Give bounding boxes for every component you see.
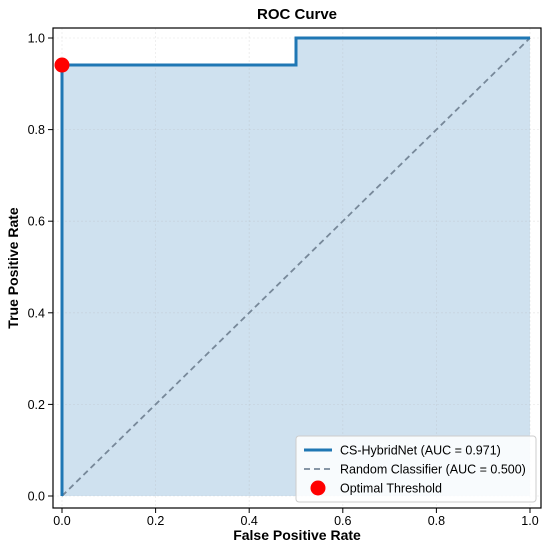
- legend: CS-HybridNet (AUC = 0.971) Random Classif…: [295, 435, 537, 503]
- x-tick-label: 0.2: [147, 514, 164, 528]
- legend-box: [295, 435, 537, 503]
- x-tick-label: 1.0: [521, 514, 538, 528]
- legend-optimal-swatch: [310, 480, 326, 496]
- legend-optimal-label: Optimal Threshold: [340, 482, 442, 496]
- y-tick-label: 0.4: [28, 306, 45, 320]
- legend-roc-label: CS-HybridNet (AUC = 0.971): [340, 444, 501, 458]
- y-tick-label: 0.6: [28, 215, 45, 229]
- x-axis-label: False Positive Rate: [233, 527, 361, 543]
- optimal-threshold-point: [54, 57, 70, 73]
- y-tick-label: 0.2: [28, 398, 45, 412]
- plot-frame: [52, 27, 542, 509]
- legend-random-label: Random Classifier (AUC = 0.500): [340, 463, 526, 477]
- random-classifier-line: [61, 37, 531, 497]
- y-axis-label: True Positive Rate: [5, 207, 21, 329]
- x-tick-label: 0.8: [428, 514, 445, 528]
- y-tick-label: 0.0: [28, 490, 45, 504]
- y-tick-label: 1.0: [28, 32, 45, 46]
- plot-area: 0.0 0.2 0.4 0.6 0.8 1.0 0.0 0.2 0.4 0.6 0.8 1.0: [28, 27, 542, 528]
- x-tick-label: 0.0: [53, 514, 70, 528]
- x-tick-label: 0.4: [241, 514, 258, 528]
- x-tick-label: 0.6: [334, 514, 351, 528]
- roc-curve-line: [60, 36, 530, 496]
- y-tick-label: 0.8: [28, 123, 45, 137]
- chart-title: ROC Curve: [257, 6, 337, 23]
